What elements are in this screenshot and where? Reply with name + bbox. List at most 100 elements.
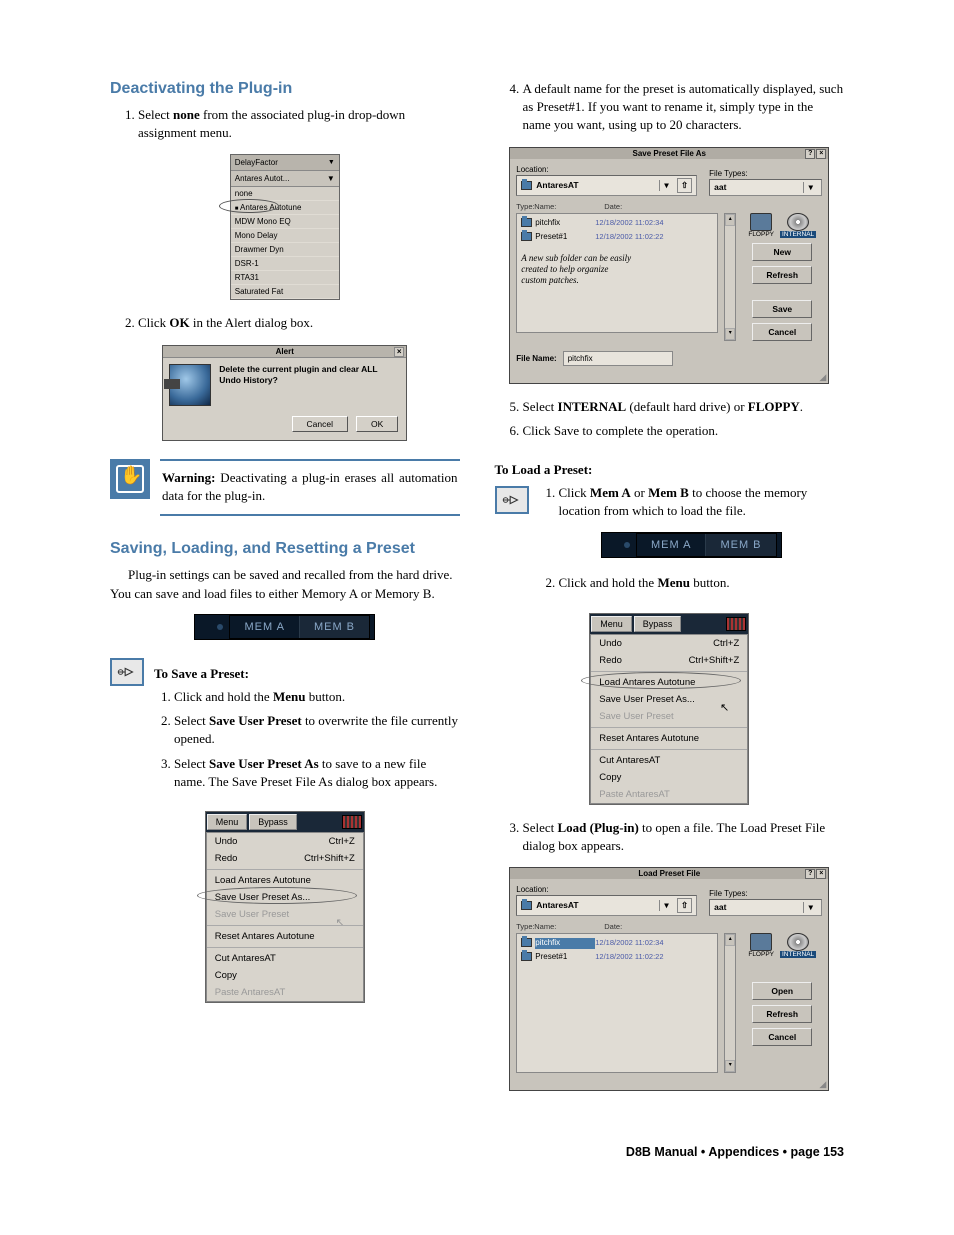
mem-b-button[interactable]: MEM B	[706, 534, 775, 556]
annotation-text: A new sub folder can be easily created t…	[521, 253, 631, 287]
dropdown-item[interactable]: Mono Delay	[231, 229, 339, 243]
file-row[interactable]: Preset#1 12/18/2002 11:02:22	[521, 232, 713, 243]
dropdown-item[interactable]: Saturated Fat	[231, 285, 339, 299]
close-icon[interactable]: ×	[816, 149, 826, 159]
menu-item[interactable]: Paste AntaresAT	[591, 786, 747, 803]
scroll-down-icon[interactable]: ▾	[725, 1060, 735, 1072]
menu-item[interactable]: Cut AntaresAT	[591, 752, 747, 769]
memab-toggle[interactable]: MEM A MEM B	[601, 532, 782, 558]
dropdown-item[interactable]: MDW Mono EQ	[231, 215, 339, 229]
mem-b-button[interactable]: MEM B	[300, 616, 369, 638]
location-field[interactable]: AntaresAT ▾ ⇧	[516, 175, 697, 196]
menu-item[interactable]: RedoCtrl+Shift+Z	[591, 652, 747, 669]
chevron-down-icon[interactable]: ▾	[659, 180, 673, 191]
refresh-button[interactable]: Refresh	[752, 266, 812, 284]
file-row[interactable]: Preset#1 12/18/2002 11:02:22	[521, 952, 713, 963]
scroll-up-icon[interactable]: ▴	[725, 934, 735, 946]
chevron-down-icon[interactable]: ▾	[803, 902, 817, 913]
menu-item[interactable]: RedoCtrl+Shift+Z	[207, 850, 363, 867]
menu-item[interactable]: Save User Preset As...↖	[591, 691, 747, 708]
scrollbar[interactable]: ▴ ▾	[724, 933, 736, 1073]
plugin-dropdown[interactable]: DelayFactor ▼ Antares Autot... ▼ none An…	[230, 154, 340, 300]
menu-item[interactable]: UndoCtrl+Z	[591, 635, 747, 652]
filetype-field[interactable]: aat ▾	[709, 899, 822, 916]
file-list[interactable]: pitchfix 12/18/2002 11:02:34 Preset#1 12…	[516, 213, 718, 333]
scrollbar[interactable]: ▴ ▾	[724, 213, 736, 341]
scroll-up-icon[interactable]: ▴	[725, 214, 735, 226]
dropdown-item[interactable]: Drawmer Dyn	[231, 243, 339, 257]
menu-item[interactable]: UndoCtrl+Z	[207, 833, 363, 850]
warning-text: Warning: Deactivating a plug-in erases a…	[160, 459, 460, 517]
menu-item[interactable]: Save User Preset As...	[207, 889, 363, 906]
menu-button[interactable]: Menu	[591, 616, 632, 632]
scroll-down-icon[interactable]: ▾	[725, 328, 735, 340]
filetype-field[interactable]: aat ▾	[709, 179, 822, 196]
bypass-button[interactable]: Bypass	[249, 814, 297, 830]
dropdown-selected[interactable]: Antares Autot... ▼	[231, 171, 339, 187]
menu-item[interactable]: Save User Preset	[591, 708, 747, 725]
open-button[interactable]: Open	[752, 982, 812, 1000]
file-row[interactable]: pitchfix 12/18/2002 11:02:34	[521, 218, 713, 229]
memab-toggle[interactable]: MEM A MEM B	[194, 614, 375, 640]
chevron-down-icon[interactable]: ▾	[803, 182, 817, 193]
file-icon	[521, 938, 532, 947]
mem-a-button[interactable]: MEM A	[637, 534, 706, 556]
close-icon[interactable]: ×	[394, 347, 404, 357]
file-icon	[521, 952, 532, 961]
menu-item[interactable]: Reset Antares Autotune	[207, 928, 363, 945]
menu-item[interactable]: Reset Antares Autotune	[591, 730, 747, 747]
help-icon[interactable]: ?	[805, 869, 815, 879]
internal-drive[interactable]: INTERNAL	[780, 213, 816, 238]
heading-saving: Saving, Loading, and Resetting a Preset	[110, 540, 460, 558]
close-icon[interactable]: ×	[816, 869, 826, 879]
dropdown-item[interactable]: Antares Autotune	[231, 201, 339, 215]
warning-hand-icon	[110, 459, 150, 499]
menu-item[interactable]: Paste AntaresAT	[207, 984, 363, 1001]
mem-a-button[interactable]: MEM A	[230, 616, 299, 638]
menu-item[interactable]: Load Antares Autotune	[591, 674, 747, 691]
new-button[interactable]: New	[752, 243, 812, 261]
page-footer: D8B Manual • Appendices • page 153	[110, 1145, 844, 1159]
menu-item[interactable]: Load Antares Autotune	[207, 872, 363, 889]
cancel-button[interactable]: Cancel	[752, 1028, 812, 1046]
floppy-icon	[750, 213, 772, 231]
menu-item[interactable]: Copy	[207, 967, 363, 984]
bypass-button[interactable]: Bypass	[634, 616, 682, 632]
chevron-down-icon[interactable]: ▾	[659, 900, 673, 911]
folder-icon	[521, 181, 532, 190]
dropdown-item[interactable]: DSR-1	[231, 257, 339, 271]
saving-intro: Plug-in settings can be saved and recall…	[110, 566, 460, 604]
help-icon[interactable]: ?	[805, 149, 815, 159]
menu-item[interactable]: Save User Preset↖	[207, 906, 363, 923]
internal-drive[interactable]: INTERNAL	[780, 933, 816, 958]
menu-item[interactable]: Cut AntaresAT	[207, 950, 363, 967]
resize-grip-icon[interactable]: ◢	[510, 372, 828, 383]
up-folder-icon[interactable]: ⇧	[677, 898, 692, 913]
file-row[interactable]: pitchfix 12/18/2002 11:02:34	[521, 938, 713, 949]
resize-grip-icon[interactable]: ◢	[510, 1079, 828, 1090]
menu-figure-1: Menu Bypass UndoCtrl+ZRedoCtrl+Shift+Z Lo…	[110, 811, 460, 1003]
menu-button[interactable]: Menu	[207, 814, 248, 830]
cancel-button[interactable]: Cancel	[752, 323, 812, 341]
dropdown-item[interactable]: RTA31	[231, 271, 339, 285]
deactivate-steps: Select none from the associated plug-in …	[110, 106, 460, 142]
up-folder-icon[interactable]: ⇧	[677, 178, 692, 193]
save-button[interactable]: Save	[752, 300, 812, 318]
filename-input[interactable]: pitchfix	[563, 351, 673, 366]
location-field[interactable]: AntaresAT ▾ ⇧	[516, 895, 697, 916]
save-steps-cont: A default name for the preset is automat…	[495, 80, 845, 135]
alert-dialog: Alert × Delete the current plugin and cl…	[162, 345, 407, 441]
dropdown-item[interactable]: none	[231, 187, 339, 201]
file-icon	[521, 232, 532, 241]
floppy-icon	[750, 933, 772, 951]
folder-icon	[521, 901, 532, 910]
ok-button[interactable]: OK	[356, 416, 398, 432]
floppy-drive[interactable]: FLOPPY	[748, 213, 774, 238]
dropdown-header[interactable]: DelayFactor ▼	[231, 155, 339, 171]
pointer-icon	[110, 658, 144, 686]
cancel-button[interactable]: Cancel	[292, 416, 348, 432]
menu-item[interactable]: Copy	[591, 769, 747, 786]
file-list[interactable]: pitchfix 12/18/2002 11:02:34 Preset#1 12…	[516, 933, 718, 1073]
refresh-button[interactable]: Refresh	[752, 1005, 812, 1023]
floppy-drive[interactable]: FLOPPY	[748, 933, 774, 958]
